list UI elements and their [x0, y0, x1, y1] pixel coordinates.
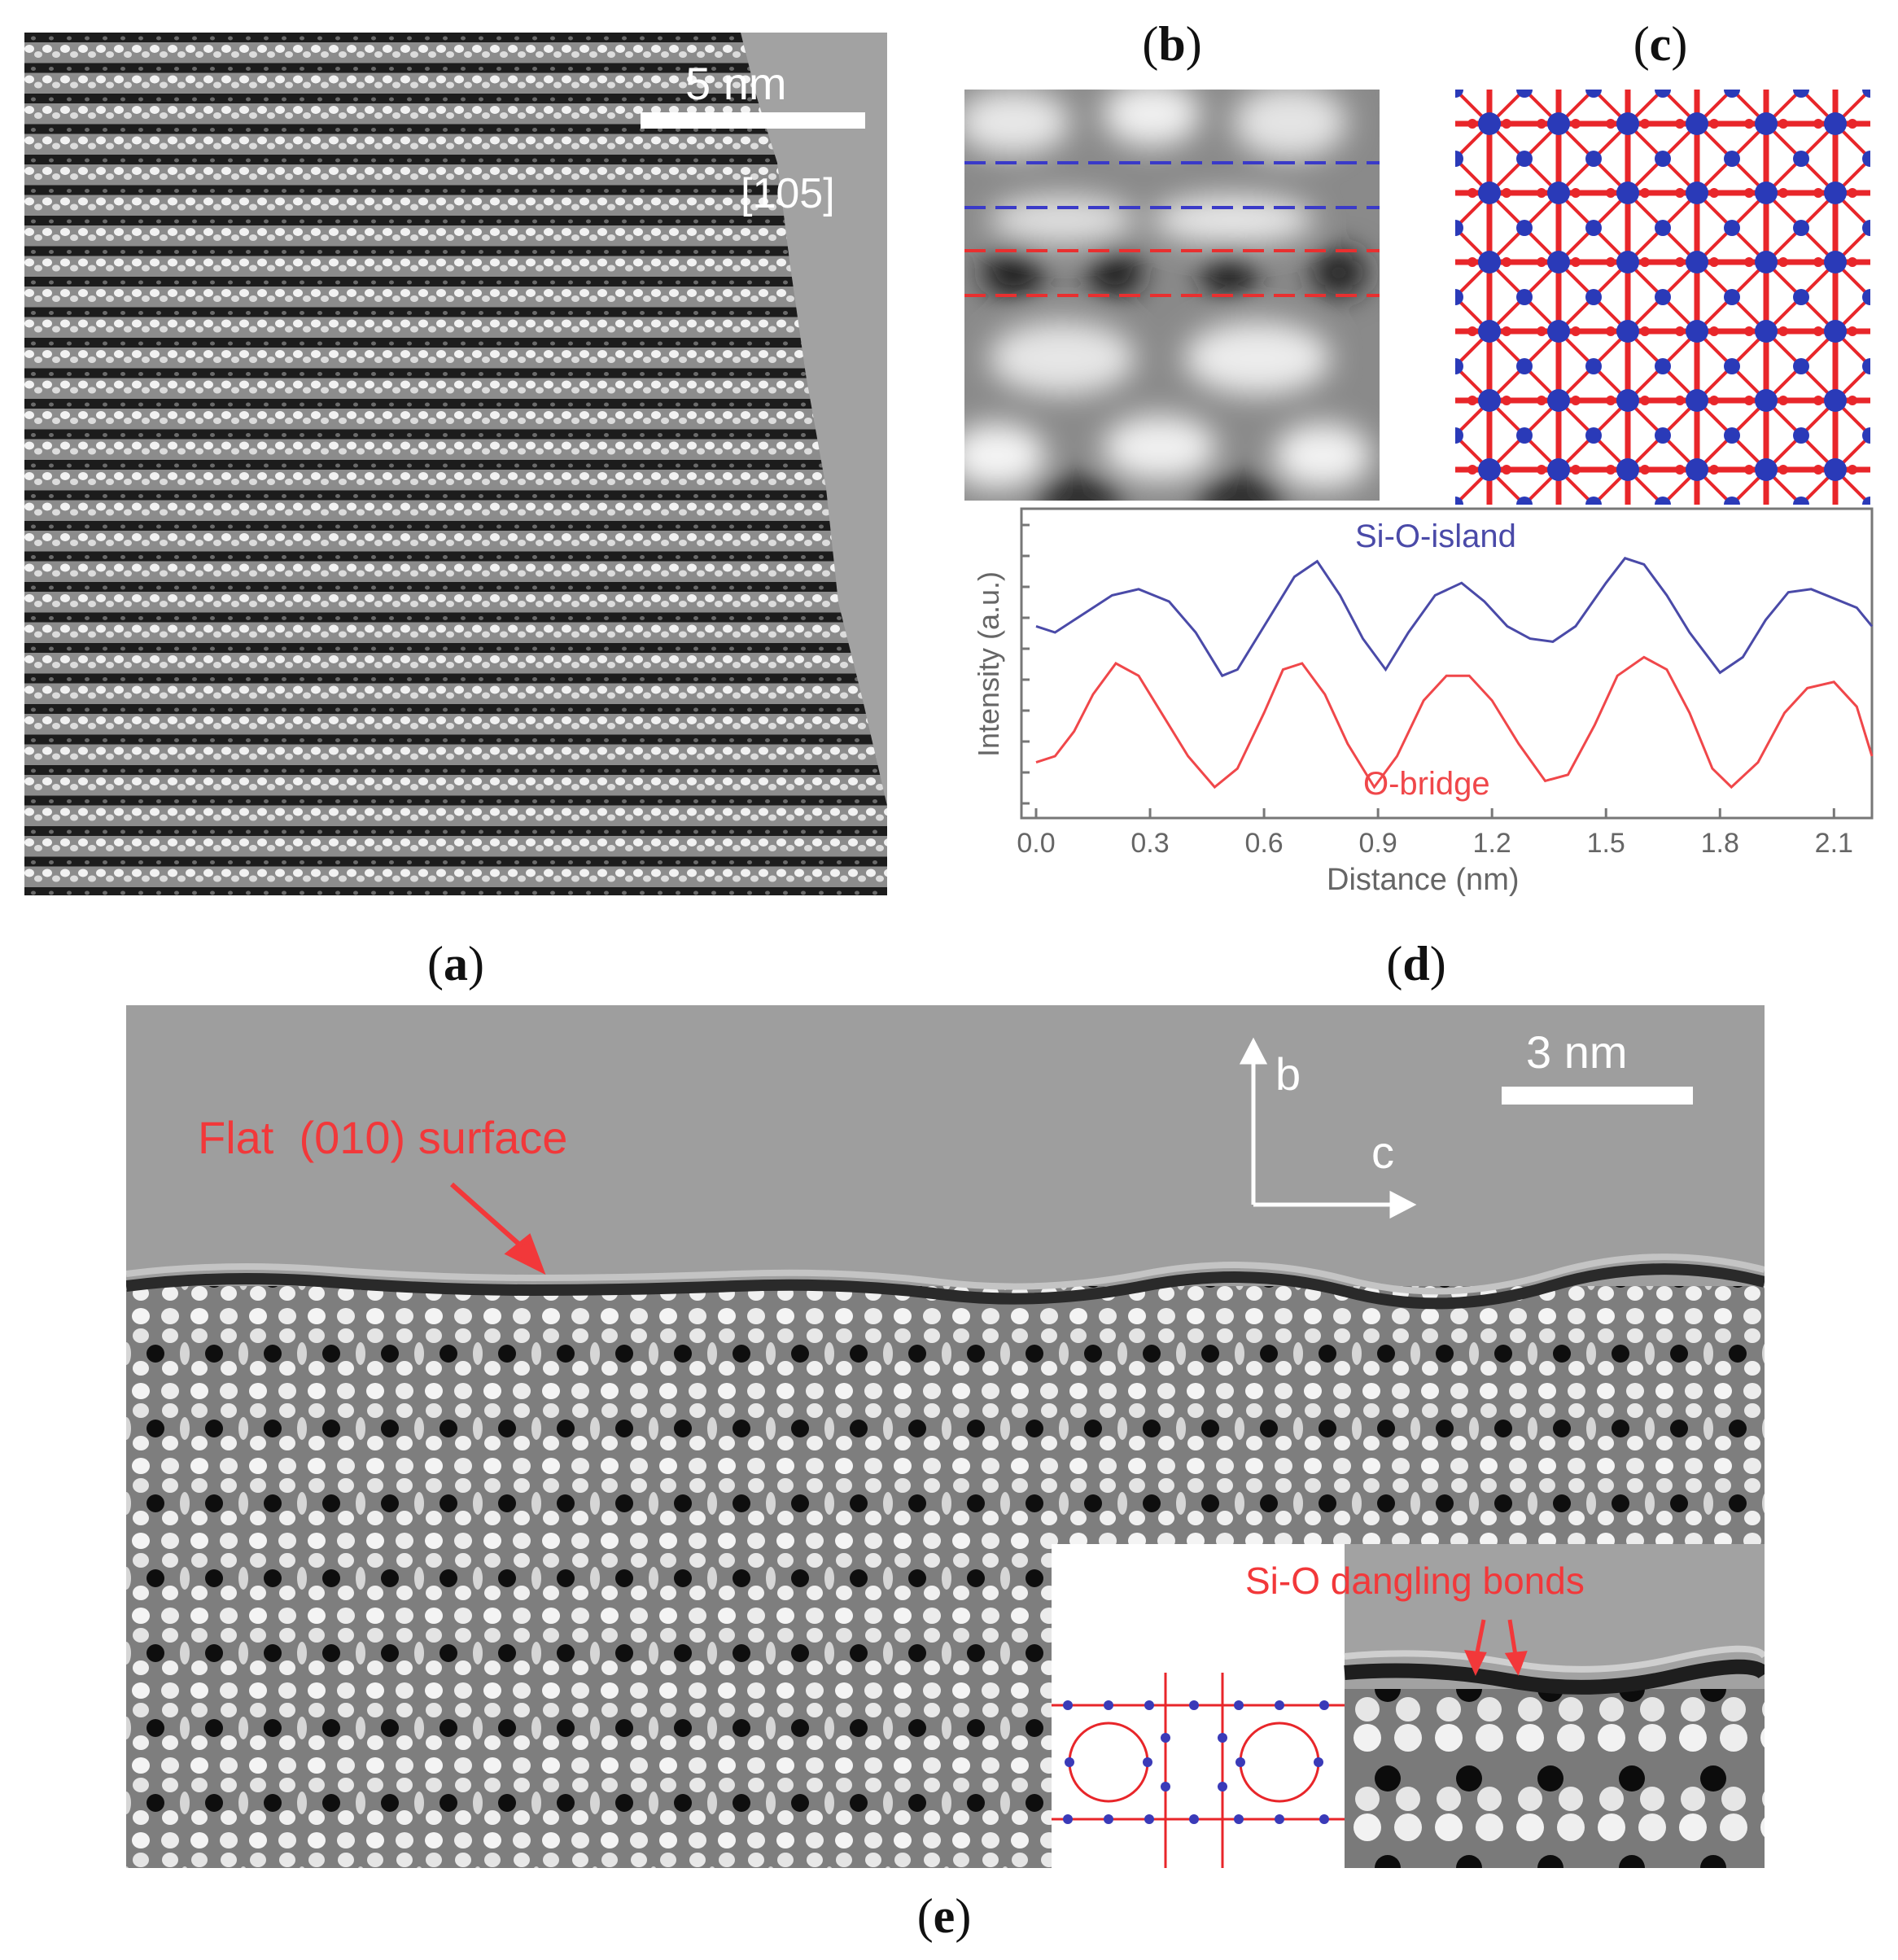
surface-annotation: Flat (010) surface [198, 1112, 568, 1163]
x-tick-label: 1.2 [1472, 828, 1511, 859]
panel-a-lattice [24, 33, 887, 895]
axis-label-c: c [1371, 1127, 1394, 1178]
panel-a-scale-bar [641, 112, 865, 129]
legend-si-o-island: Si-O-island [1355, 518, 1516, 554]
x-tick-label: 0.9 [1358, 828, 1397, 859]
panel-label-b: (b) [1142, 17, 1202, 71]
panel-label-e: (e) [916, 1889, 972, 1943]
dangling-bond-arrows [1464, 1619, 1528, 1677]
panel-b-tem-image [964, 90, 1380, 501]
panel-a-tem-image: 5 nm [105] [24, 33, 887, 895]
panel-e-scale-label: 3 nm [1526, 1026, 1628, 1078]
x-tick-label: 1.5 [1586, 828, 1625, 859]
y-axis-label: Intensity (a.u.) [972, 571, 1005, 758]
plot-frame [1020, 507, 1874, 820]
panel-e-scale-bar [1502, 1087, 1693, 1105]
series-si-o-island-line [1035, 557, 1874, 678]
panel-a-scale-label: 5 nm [685, 58, 787, 109]
panel-label-c: (c) [1633, 17, 1688, 71]
series-o-bridge-line [1035, 655, 1874, 790]
panel-d-chart: Si-O-island O-bridge 0.0 0.3 0.6 0.9 1.2 1.5 1… [944, 501, 1888, 924]
x-tick-label: 0.3 [1130, 828, 1170, 859]
x-tick-label: 1.8 [1700, 828, 1739, 859]
panel-e-tem-image: 3 nm b c Flat (010) surface Si-O danglin… [126, 1005, 1765, 1868]
surface-arrow [450, 1182, 546, 1275]
inset-structure-lattice [1052, 1673, 1345, 1868]
dangling-bonds-annotation: Si-O dangling bonds [1245, 1560, 1585, 1602]
panel-label-d: (d) [1386, 937, 1446, 991]
axis-arrows [1239, 1037, 1417, 1219]
x-tick-label: 2.1 [1814, 828, 1853, 859]
panel-c-structure-model [1455, 90, 1870, 505]
x-axis-label: Distance (nm) [1327, 863, 1520, 897]
intensity-profile-chart [1020, 507, 1874, 820]
panel-label-a: (a) [427, 937, 484, 991]
x-tick-label: 0.0 [1017, 828, 1056, 859]
x-tick-label: 0.6 [1244, 828, 1284, 859]
legend-o-bridge: O-bridge [1363, 766, 1490, 802]
axis-label-b: b [1275, 1048, 1301, 1100]
panel-a-zone-axis: [105] [741, 170, 835, 217]
